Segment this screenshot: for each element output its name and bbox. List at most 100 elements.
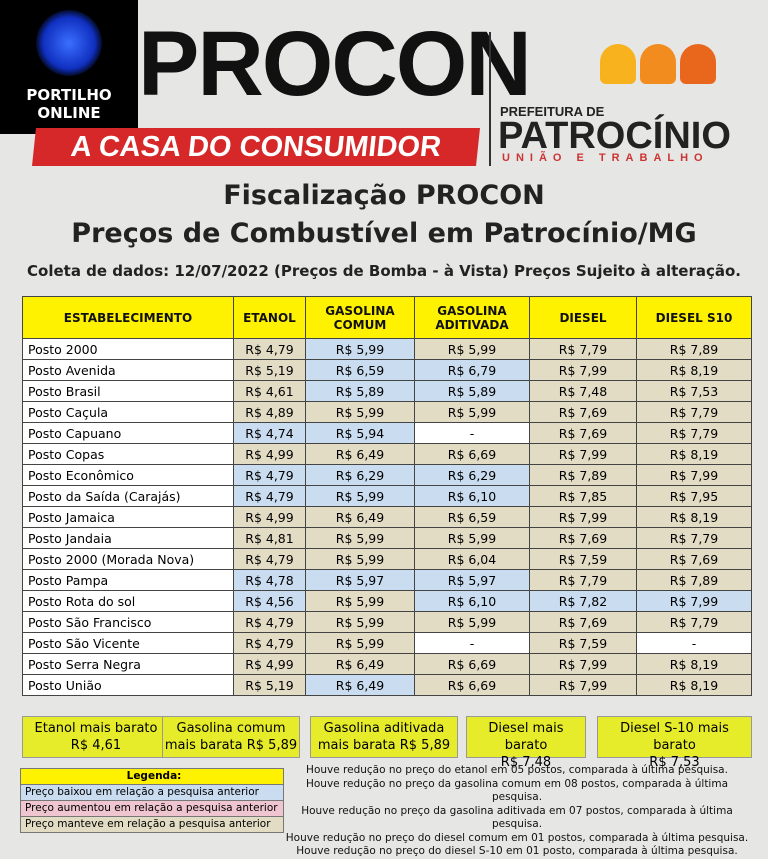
price: R$ 4,79	[233, 548, 306, 570]
summary-line: Diesel mais barato	[488, 721, 564, 753]
price: R$ 6,04	[414, 548, 530, 570]
price: R$ 5,99	[305, 401, 415, 423]
price: R$ 8,19	[636, 359, 752, 381]
price: R$ 4,99	[233, 653, 306, 675]
logo-text: PORTILHO ONLINE	[26, 86, 112, 122]
price: R$ 5,94	[305, 422, 415, 444]
price: R$ 6,69	[414, 443, 530, 465]
summary-line: Gasolina aditivada	[323, 721, 445, 736]
price: R$ 6,49	[305, 443, 415, 465]
city-prefix: PREFEITURA DE	[500, 104, 605, 119]
legend-item: Preço manteve em relação a pesquisa ante…	[21, 816, 283, 832]
station-name: Posto Capuano	[22, 422, 234, 444]
row: Posto Jandaia R$ 4,81 R$ 5,99 R$ 5,99 R$ 7,6…	[22, 527, 752, 549]
brand: PROCON	[138, 13, 532, 115]
row: Posto Serra Negra R$ 4,99 R$ 6,49 R$ 6,69 R$…	[22, 653, 752, 675]
column-header: DIESEL S10	[636, 296, 752, 339]
title: Fiscalização PROCON	[223, 180, 545, 211]
station-name: Posto Caçula	[22, 401, 234, 423]
price: R$ 6,29	[305, 464, 415, 486]
price: R$ 7,79	[636, 422, 752, 444]
price: R$ 7,79	[636, 611, 752, 633]
price: R$ 6,10	[414, 590, 530, 612]
column-header: DIESEL	[529, 296, 637, 339]
price: R$ 5,99	[305, 527, 415, 549]
row: Posto 2000 R$ 4,79 R$ 5,99 R$ 5,99 R$ 7,79 R$…	[22, 338, 752, 360]
price: R$ 7,99	[529, 506, 637, 528]
price: R$ 6,49	[305, 653, 415, 675]
note: Houve redução no preço do diesel comum e…	[285, 831, 749, 844]
price: R$ 5,99	[414, 527, 530, 549]
price: -	[414, 632, 530, 654]
summary-line: mais barata R$ 5,89	[317, 738, 451, 753]
price: R$ 7,89	[636, 338, 752, 360]
price: R$ 7,85	[529, 485, 637, 507]
price: R$ 5,99	[305, 338, 415, 360]
price: R$ 8,19	[636, 506, 752, 528]
price: R$ 5,19	[233, 674, 306, 696]
price: R$ 4,78	[233, 569, 306, 591]
station-name: Posto Rota do sol	[22, 590, 234, 612]
price: R$ 7,59	[529, 632, 637, 654]
motto: UNIÃO E TRABALHO	[502, 152, 709, 164]
summary-box: Gasolina aditivada mais barata R$ 5,89	[310, 716, 458, 758]
price: R$ 4,81	[233, 527, 306, 549]
price: R$ 7,53	[636, 380, 752, 402]
price: R$ 5,97	[305, 569, 415, 591]
price: -	[636, 632, 752, 654]
price: R$ 5,99	[305, 590, 415, 612]
column-header: GASOLINA ADITIVADA	[414, 296, 530, 339]
column-header: ETANOL	[233, 296, 306, 339]
price: R$ 7,99	[529, 443, 637, 465]
price: R$ 5,99	[305, 548, 415, 570]
price: R$ 5,99	[414, 401, 530, 423]
price: R$ 4,99	[233, 506, 306, 528]
station-name: Posto Pampa	[22, 569, 234, 591]
legend-item: Preço baixou em relação a pesquisa anter…	[21, 784, 283, 800]
price: R$ 6,29	[414, 464, 530, 486]
legend-title: Legenda:	[21, 769, 283, 784]
column-header: ESTABELECIMENTO	[22, 296, 234, 339]
row: Posto Jamaica R$ 4,99 R$ 6,49 R$ 6,59 R$ 7,9…	[22, 506, 752, 528]
price: R$ 4,79	[233, 338, 306, 360]
station-name: Posto Copas	[22, 443, 234, 465]
summary-box: Etanol mais barato R$ 4,61	[22, 716, 170, 758]
price: R$ 6,69	[414, 653, 530, 675]
station-name: Posto União	[22, 674, 234, 696]
price: R$ 7,99	[529, 359, 637, 381]
price: R$ 7,99	[636, 464, 752, 486]
row: Posto 2000 (Morada Nova) R$ 4,79 R$ 5,99 R$…	[22, 548, 752, 570]
row: Posto Econômico R$ 4,79 R$ 6,29 R$ 6,29 R$ 7…	[22, 464, 752, 486]
figure-icon	[600, 44, 636, 84]
price: R$ 7,69	[529, 527, 637, 549]
title: Preços de Combustível em Patrocínio/MG	[71, 218, 697, 249]
price: R$ 8,19	[636, 674, 752, 696]
row: Posto Avenida R$ 5,19 R$ 6,59 R$ 6,79 R$ 7,9…	[22, 359, 752, 381]
station-name: Posto 2000	[22, 338, 234, 360]
price: R$ 5,99	[305, 485, 415, 507]
row: Posto Caçula R$ 4,89 R$ 5,99 R$ 5,99 R$ 7,69…	[22, 401, 752, 423]
price: R$ 5,99	[305, 632, 415, 654]
price: R$ 4,61	[233, 380, 306, 402]
price: R$ 4,79	[233, 485, 306, 507]
summary-line: Etanol mais barato	[34, 721, 158, 736]
price: R$ 6,79	[414, 359, 530, 381]
station-name: Posto 2000 (Morada Nova)	[22, 548, 234, 570]
note: Houve redução no preço do etanol em 05 p…	[306, 764, 728, 776]
summary-box: Gasolina comum mais barata R$ 5,89	[162, 716, 300, 758]
station-name: Posto da Saída (Carajás)	[22, 485, 234, 507]
summary-box: Diesel S-10 mais barato R$ 7,53	[597, 716, 752, 770]
station-name: Posto Serra Negra	[22, 653, 234, 675]
price: R$ 4,79	[233, 632, 306, 654]
price: R$ 4,99	[233, 443, 306, 465]
price: -	[414, 422, 530, 444]
price: R$ 6,49	[305, 674, 415, 696]
station-name: Posto Brasil	[22, 380, 234, 402]
note: Houve redução no preço da gasolina aditi…	[301, 804, 733, 831]
logo: PORTILHO ONLINE	[0, 0, 138, 134]
price: R$ 7,89	[636, 569, 752, 591]
row: Posto São Vicente R$ 4,79 R$ 5,99- R$ 7,59-	[22, 632, 752, 654]
price: R$ 7,99	[636, 590, 752, 612]
row: Posto da Saída (Carajás) R$ 4,79 R$ 5,99 R$…	[22, 485, 752, 507]
